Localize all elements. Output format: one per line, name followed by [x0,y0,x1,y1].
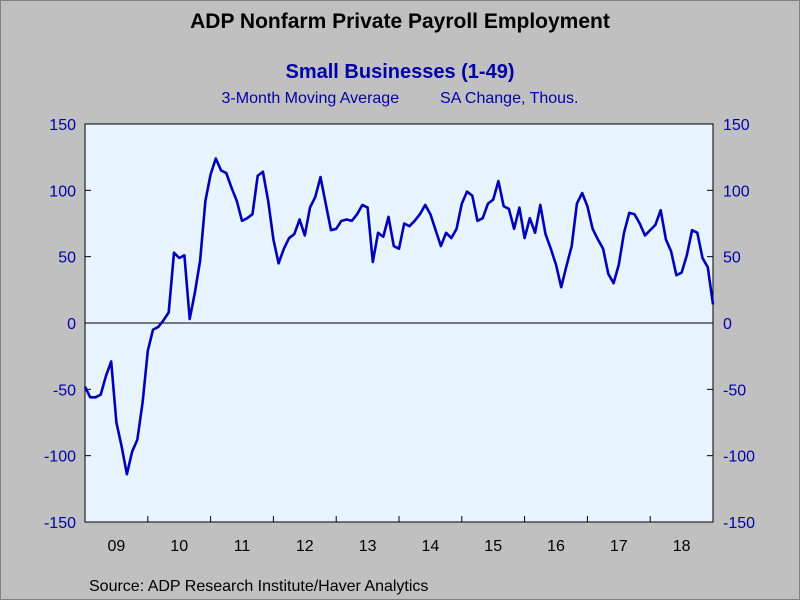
x-tick-label: 14 [422,538,440,555]
chart-subtitle: Small Businesses (1-49) [285,61,515,83]
units-note: SA Change, Thous. [440,90,579,107]
x-tick-label: 09 [108,538,126,555]
y-tick-label-left: 100 [49,183,76,200]
y-tick-label-right: -150 [723,515,755,532]
x-tick-label: 12 [296,538,314,555]
y-tick-label-left: 50 [58,250,76,267]
moving-average-note: 3-Month Moving Average [221,90,400,107]
y-tick-label-left: 0 [67,316,76,333]
series-line [83,157,715,476]
x-tick-label: 17 [610,538,628,555]
y-tick-label-left: -50 [53,382,76,399]
x-tick-label: 10 [170,538,188,555]
chart-note: 3-Month Moving Average SA Change, Thous. [0,90,800,108]
y-tick-label-left: -100 [44,449,76,466]
x-tick-label: 13 [359,538,377,555]
chart-title: ADP Nonfarm Private Payroll Employment [190,10,610,33]
y-tick-label-left: 150 [49,117,76,134]
source-note: Source: ADP Research Institute/Haver Ana… [89,578,429,595]
y-tick-label-right: -100 [723,449,755,466]
x-tick-label: 15 [484,538,502,555]
x-tick-label: 18 [673,538,691,555]
y-tick-label-right: 150 [723,117,750,134]
x-tick-label: 11 [234,538,251,555]
x-tick-label: 16 [547,538,565,555]
y-tick-label-right: 0 [723,316,732,333]
y-tick-label-right: 100 [723,183,750,200]
y-tick-label-left: -150 [44,515,76,532]
y-tick-label-right: -50 [723,382,746,399]
y-tick-label-right: 50 [723,250,741,267]
